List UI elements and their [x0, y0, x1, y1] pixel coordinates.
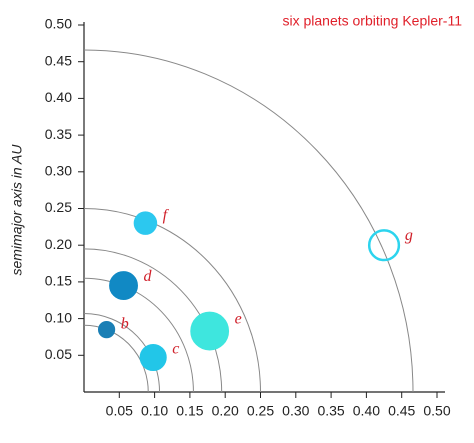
y-axis-label: semimajor axis in AU	[9, 144, 25, 276]
x-tick-label: 0.30	[282, 403, 309, 419]
x-tick-label: 0.50	[423, 403, 450, 419]
orbit-arc	[83, 312, 161, 393]
y-tick-label: 0.35	[45, 126, 72, 142]
planet	[190, 311, 230, 351]
x-tick-label: 0.25	[247, 403, 274, 419]
planet	[109, 271, 138, 301]
x-tick-label: 0.40	[353, 403, 380, 419]
orbit-arc	[83, 208, 261, 393]
planet	[367, 229, 401, 262]
orbit-arc	[83, 248, 223, 393]
planet	[97, 321, 116, 339]
planet-label: b	[121, 315, 129, 332]
planet-label: g	[405, 227, 413, 244]
planet	[133, 211, 158, 235]
x-tick-label: 0.45	[388, 403, 415, 419]
y-tick-label: 0.30	[45, 163, 72, 179]
x-tick-label: 0.20	[212, 403, 239, 419]
planet-label: c	[172, 340, 179, 357]
chart-title: six planets orbiting Kepler-11	[282, 13, 462, 29]
orbit-arc	[83, 324, 149, 393]
y-tick-label: 0.15	[45, 273, 72, 289]
planet	[139, 343, 167, 372]
orbit-arc	[83, 277, 194, 393]
orbit-arc	[83, 49, 414, 393]
y-tick-label: 0.20	[45, 236, 72, 252]
x-tick-label: 0.15	[176, 403, 203, 419]
y-tick-label: 0.25	[45, 199, 72, 215]
planet-label: d	[143, 268, 152, 285]
y-tick-label: 0.45	[45, 52, 72, 68]
x-tick-label: 0.10	[141, 403, 168, 419]
y-tick-label: 0.50	[45, 16, 72, 32]
y-tick-label: 0.10	[45, 309, 72, 325]
y-tick-label: 0.40	[45, 89, 72, 105]
planet-label: f	[163, 207, 170, 224]
planet-label: e	[235, 310, 242, 327]
x-tick-label: 0.35	[317, 403, 344, 419]
x-tick-label: 0.05	[106, 403, 133, 419]
y-tick-label: 0.05	[45, 346, 72, 362]
